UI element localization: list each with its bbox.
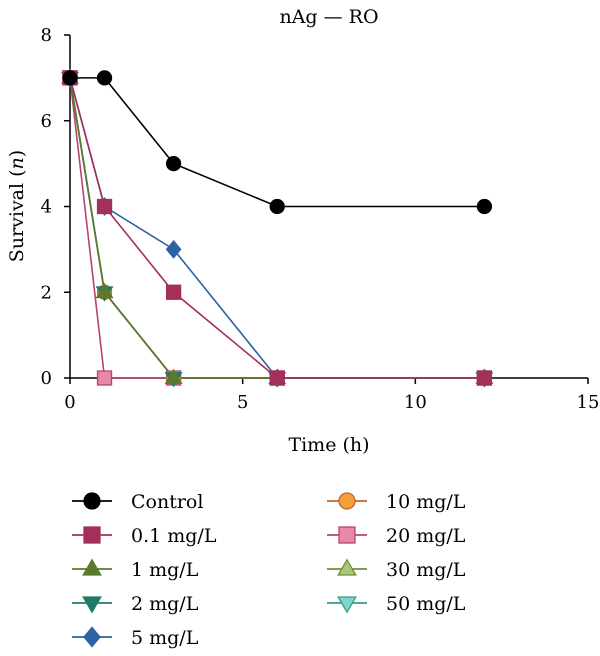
data-point-control: [62, 70, 78, 86]
legend-marker-2-mg-l: [82, 596, 102, 614]
series-line-0-1-mg-l: [69, 77, 485, 379]
series-line-1-mg-l: [69, 77, 485, 379]
x-tick-label: 10: [404, 392, 427, 413]
x-tick-label: 15: [577, 392, 600, 413]
legend-marker-20-mg-l: [338, 526, 356, 544]
legend-marker-5-mg-l: [83, 626, 101, 648]
data-point-0-1-mg-l: [96, 198, 113, 215]
series-line-20-mg-l: [69, 77, 485, 379]
data-point-0-1-mg-l: [269, 370, 285, 386]
legend-item-10-mg-l: 10 mg/L: [327, 491, 466, 513]
data-point-1-mg-l: [95, 282, 114, 299]
x-tick-label: 5: [237, 392, 248, 413]
series-line-10-mg-l: [69, 77, 485, 379]
y-axis-title-prefix: Survival (: [6, 169, 28, 262]
data-point-control: [165, 155, 182, 172]
series-line-2-mg-l: [69, 77, 485, 379]
legend-label: 20 mg/L: [386, 525, 466, 547]
chart-title: nAg — RO: [279, 6, 378, 28]
y-tick-label: 8: [41, 25, 52, 46]
y-tick-label: 2: [41, 282, 52, 303]
y-axis-title-variable: n: [6, 157, 28, 169]
x-axis-title: Time (h): [288, 434, 369, 456]
data-point-5-mg-l: [165, 239, 182, 259]
data-point-0-1-mg-l: [476, 370, 493, 386]
legend-marker-1-mg-l: [82, 558, 102, 576]
series-line-30-mg-l: [69, 77, 485, 379]
legend-label: 30 mg/L: [386, 559, 466, 581]
data-point-20-mg-l: [96, 370, 113, 386]
legend-item-1-mg-l: 1 mg/L: [72, 558, 199, 581]
data-point-control: [269, 198, 285, 215]
legend: Control 0.1 mg/L 1 mg/L 2 mg/L 5 mg/L 10 mg/L…: [72, 491, 466, 649]
legend-item-control: Control: [72, 491, 203, 513]
series-line-5-mg-l: [69, 77, 485, 379]
legend-item-0-1-mg-l: 0.1 mg/L: [72, 525, 217, 547]
legend-item-30-mg-l: 30 mg/L: [327, 558, 466, 581]
data-point-1-mg-l: [164, 368, 183, 384]
series-line-control: [70, 77, 485, 208]
legend-label: Control: [131, 491, 203, 513]
x-tick-label: 0: [64, 392, 75, 413]
axis-ticks: 0 5 10 15 0 2 4 6 8: [41, 25, 600, 413]
legend-label: 5 mg/L: [131, 627, 199, 649]
y-tick-label: 6: [41, 111, 52, 132]
data-point-0-1-mg-l: [165, 284, 182, 300]
legend-marker-30-mg-l: [337, 558, 357, 576]
series-line-50-mg-l: [69, 77, 485, 379]
legend-marker-0-1-mg-l: [83, 526, 101, 544]
legend-label: 0.1 mg/L: [131, 525, 217, 547]
legend-label: 1 mg/L: [131, 559, 199, 581]
legend-item-2-mg-l: 2 mg/L: [72, 593, 199, 615]
data-point-control: [476, 198, 493, 215]
y-axis-title: Survival (n): [6, 150, 28, 262]
data-point-control: [96, 70, 113, 86]
legend-marker-10-mg-l: [338, 492, 356, 510]
legend-item-5-mg-l: 5 mg/L: [72, 626, 199, 649]
legend-marker-control: [83, 492, 101, 510]
y-axis-title-suffix: ): [6, 150, 28, 157]
legend-label: 50 mg/L: [386, 593, 466, 615]
legend-item-50-mg-l: 50 mg/L: [327, 593, 466, 615]
y-tick-label: 0: [41, 368, 52, 389]
legend-label: 2 mg/L: [131, 593, 199, 615]
legend-marker-50-mg-l: [337, 596, 357, 614]
y-tick-label: 4: [41, 197, 52, 218]
plot-area: [61, 68, 494, 388]
legend-item-20-mg-l: 20 mg/L: [327, 525, 466, 547]
legend-label: 10 mg/L: [386, 491, 466, 513]
